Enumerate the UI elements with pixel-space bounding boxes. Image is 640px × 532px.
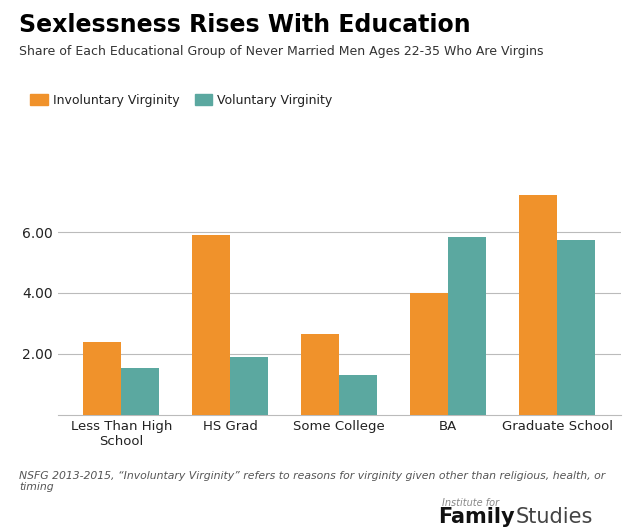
Text: NSFG 2013-2015, “Involuntary Virginity” refers to reasons for virginity given ot: NSFG 2013-2015, “Involuntary Virginity” … <box>19 471 605 493</box>
Text: Institute for: Institute for <box>442 498 499 508</box>
Bar <box>230 357 268 415</box>
Text: Family: Family <box>438 506 515 527</box>
Bar <box>519 195 557 415</box>
Text: Sexlessness Rises With Education: Sexlessness Rises With Education <box>19 13 471 37</box>
Legend: Involuntary Virginity, Voluntary Virginity: Involuntary Virginity, Voluntary Virgini… <box>26 89 337 112</box>
Text: Share of Each Educational Group of Never Married Men Ages 22-35 Who Are Virgins: Share of Each Educational Group of Never… <box>19 45 544 58</box>
Bar <box>122 368 159 415</box>
Text: Studies: Studies <box>515 506 593 527</box>
Bar <box>192 235 230 415</box>
Bar <box>448 237 486 415</box>
Bar <box>557 239 595 415</box>
Bar <box>301 334 339 415</box>
Bar <box>410 293 448 415</box>
Bar <box>339 375 378 415</box>
Bar <box>83 342 122 415</box>
